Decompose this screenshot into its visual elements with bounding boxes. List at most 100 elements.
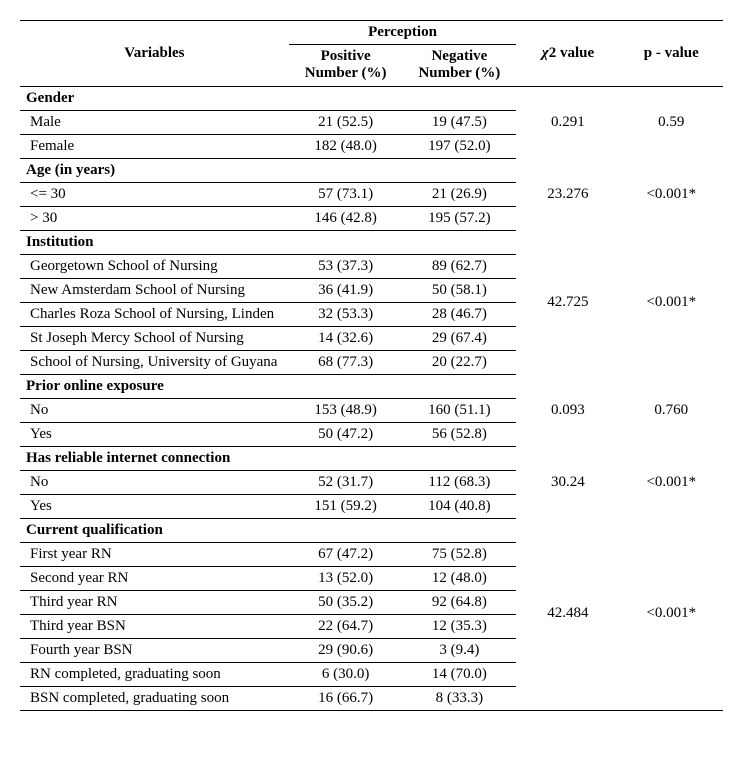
negative-value: 56 (52.8) <box>403 422 517 446</box>
negative-value: 12 (35.3) <box>403 614 517 638</box>
positive-value: 57 (73.1) <box>289 182 403 206</box>
section-header-row: Prior online exposure0.0930.760 <box>20 374 723 398</box>
negative-value: 8 (33.3) <box>403 686 517 710</box>
row-label: Second year RN <box>20 566 289 590</box>
positive-value: 182 (48.0) <box>289 134 403 158</box>
row-label: School of Nursing, University of Guyana <box>20 350 289 374</box>
negative-value: 197 (52.0) <box>403 134 517 158</box>
header-perception: Perception <box>289 21 516 45</box>
section-header-row: Has reliable internet connection30.24<0.… <box>20 446 723 470</box>
negative-value: 12 (48.0) <box>403 566 517 590</box>
negative-value: 112 (68.3) <box>403 470 517 494</box>
positive-value: 67 (47.2) <box>289 542 403 566</box>
negative-value: 92 (64.8) <box>403 590 517 614</box>
row-label: Third year BSN <box>20 614 289 638</box>
negative-value: 160 (51.1) <box>403 398 517 422</box>
positive-value: 13 (52.0) <box>289 566 403 590</box>
chi-value: 0.093 <box>516 374 619 446</box>
row-label: Yes <box>20 422 289 446</box>
chi-value: 42.725 <box>516 230 619 374</box>
negative-value: 21 (26.9) <box>403 182 517 206</box>
row-label: Female <box>20 134 289 158</box>
row-label: Fourth year BSN <box>20 638 289 662</box>
row-label: New Amsterdam School of Nursing <box>20 278 289 302</box>
positive-value: 151 (59.2) <box>289 494 403 518</box>
row-label: No <box>20 470 289 494</box>
row-label: > 30 <box>20 206 289 230</box>
negative-value: 75 (52.8) <box>403 542 517 566</box>
table-body: Gender0.2910.59Male21 (52.5)19 (47.5)Fem… <box>20 86 723 710</box>
negative-value: 50 (58.1) <box>403 278 517 302</box>
positive-value: 14 (32.6) <box>289 326 403 350</box>
negative-value: 195 (57.2) <box>403 206 517 230</box>
section-title: Current qualification <box>20 518 516 542</box>
p-value: 0.59 <box>620 86 723 158</box>
header-p: p - value <box>620 21 723 87</box>
section-header-row: Institution42.725<0.001* <box>20 230 723 254</box>
row-label: Male <box>20 110 289 134</box>
row-label: <= 30 <box>20 182 289 206</box>
negative-value: 28 (46.7) <box>403 302 517 326</box>
row-label: St Joseph Mercy School of Nursing <box>20 326 289 350</box>
negative-value: 29 (67.4) <box>403 326 517 350</box>
positive-value: 36 (41.9) <box>289 278 403 302</box>
positive-value: 22 (64.7) <box>289 614 403 638</box>
chi-value: 23.276 <box>516 158 619 230</box>
section-header-row: Current qualification42.484<0.001* <box>20 518 723 542</box>
negative-value: 19 (47.5) <box>403 110 517 134</box>
header-chi: χ2 value <box>516 21 619 87</box>
row-label: First year RN <box>20 542 289 566</box>
chi-text: 2 value <box>549 45 594 61</box>
positive-value: 52 (31.7) <box>289 470 403 494</box>
row-label: Yes <box>20 494 289 518</box>
positive-value: 146 (42.8) <box>289 206 403 230</box>
negative-value: 20 (22.7) <box>403 350 517 374</box>
row-label: BSN completed, graduating soon <box>20 686 289 710</box>
section-title: Age (in years) <box>20 158 516 182</box>
p-value: 0.760 <box>620 374 723 446</box>
row-label: Charles Roza School of Nursing, Linden <box>20 302 289 326</box>
negative-value: 14 (70.0) <box>403 662 517 686</box>
section-title: Prior online exposure <box>20 374 516 398</box>
p-value: <0.001* <box>620 446 723 518</box>
chi-value: 0.291 <box>516 86 619 158</box>
positive-value: 153 (48.9) <box>289 398 403 422</box>
positive-value: 6 (30.0) <box>289 662 403 686</box>
row-label: Third year RN <box>20 590 289 614</box>
chi-value: 42.484 <box>516 518 619 710</box>
perception-table-container: Variables Perception χ2 value p - value … <box>20 20 723 711</box>
section-title: Institution <box>20 230 516 254</box>
row-label: RN completed, graduating soon <box>20 662 289 686</box>
header-negative-l2: Number (%) <box>418 65 500 81</box>
section-header-row: Age (in years)23.276<0.001* <box>20 158 723 182</box>
positive-value: 29 (90.6) <box>289 638 403 662</box>
p-value: <0.001* <box>620 230 723 374</box>
negative-value: 89 (62.7) <box>403 254 517 278</box>
header-negative: Negative Number (%) <box>403 45 517 87</box>
header-positive: Positive Number (%) <box>289 45 403 87</box>
positive-value: 68 (77.3) <box>289 350 403 374</box>
header-negative-l1: Negative <box>431 48 487 64</box>
table-header: Variables Perception χ2 value p - value … <box>20 21 723 87</box>
positive-value: 53 (37.3) <box>289 254 403 278</box>
perception-table: Variables Perception χ2 value p - value … <box>20 20 723 711</box>
positive-value: 50 (47.2) <box>289 422 403 446</box>
header-variables: Variables <box>20 21 289 87</box>
p-value: <0.001* <box>620 158 723 230</box>
section-title: Has reliable internet connection <box>20 446 516 470</box>
header-positive-l2: Number (%) <box>305 65 387 81</box>
negative-value: 3 (9.4) <box>403 638 517 662</box>
positive-value: 32 (53.3) <box>289 302 403 326</box>
section-title: Gender <box>20 86 516 110</box>
p-value: <0.001* <box>620 518 723 710</box>
chi-value: 30.24 <box>516 446 619 518</box>
section-header-row: Gender0.2910.59 <box>20 86 723 110</box>
positive-value: 16 (66.7) <box>289 686 403 710</box>
header-positive-l1: Positive <box>321 48 371 64</box>
positive-value: 50 (35.2) <box>289 590 403 614</box>
negative-value: 104 (40.8) <box>403 494 517 518</box>
row-label: No <box>20 398 289 422</box>
positive-value: 21 (52.5) <box>289 110 403 134</box>
row-label: Georgetown School of Nursing <box>20 254 289 278</box>
chi-symbol: χ <box>542 45 549 61</box>
